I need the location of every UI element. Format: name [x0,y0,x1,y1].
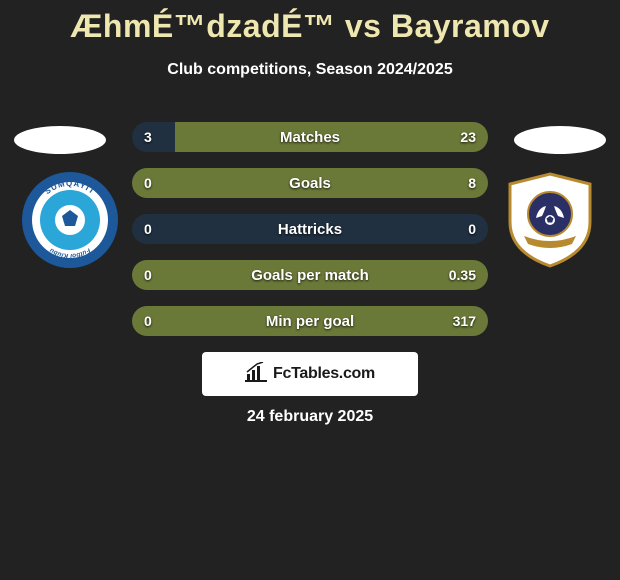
stat-left-value: 3 [144,129,152,145]
stat-label: Hattricks [278,221,342,238]
page-title: ÆhmÉ™dzadÉ™ vs Bayramov [0,0,620,45]
attribution-brand: FcTables.com [273,365,375,383]
svg-text:2010: 2010 [63,218,77,224]
stat-right-value: 0.35 [449,267,476,283]
stat-right-value: 8 [468,175,476,191]
stat-row-min-per-goal: 0 Min per goal 317 [132,306,488,336]
stat-right-value: 23 [460,129,476,145]
stat-label: Goals [289,175,331,192]
date-text: 24 february 2025 [0,408,620,426]
stat-right-value: 317 [453,313,476,329]
chart-icon [245,362,267,387]
stat-left-value: 0 [144,175,152,191]
stat-left-value: 0 [144,221,152,237]
stat-row-goals-per-match: 0 Goals per match 0.35 [132,260,488,290]
right-club-crest [500,170,600,270]
stat-label: Goals per match [251,267,369,284]
right-ellipse-decor [514,126,606,154]
stat-right-value: 0 [468,221,476,237]
left-club-crest: 2010 SUMQAYIT Futbol Klubu [20,170,120,270]
stats-panel: 3 Matches 23 0 Goals 8 0 Hattricks 0 0 G… [132,122,488,352]
stat-label: Matches [280,129,340,146]
left-ellipse-decor [14,126,106,154]
stat-row-hattricks: 0 Hattricks 0 [132,214,488,244]
stat-row-matches: 3 Matches 23 [132,122,488,152]
stat-left-value: 0 [144,313,152,329]
stat-left-value: 0 [144,267,152,283]
attribution-box[interactable]: FcTables.com [202,352,418,396]
page-subtitle: Club competitions, Season 2024/2025 [0,61,620,79]
stat-label: Min per goal [266,313,354,330]
stat-row-goals: 0 Goals 8 [132,168,488,198]
